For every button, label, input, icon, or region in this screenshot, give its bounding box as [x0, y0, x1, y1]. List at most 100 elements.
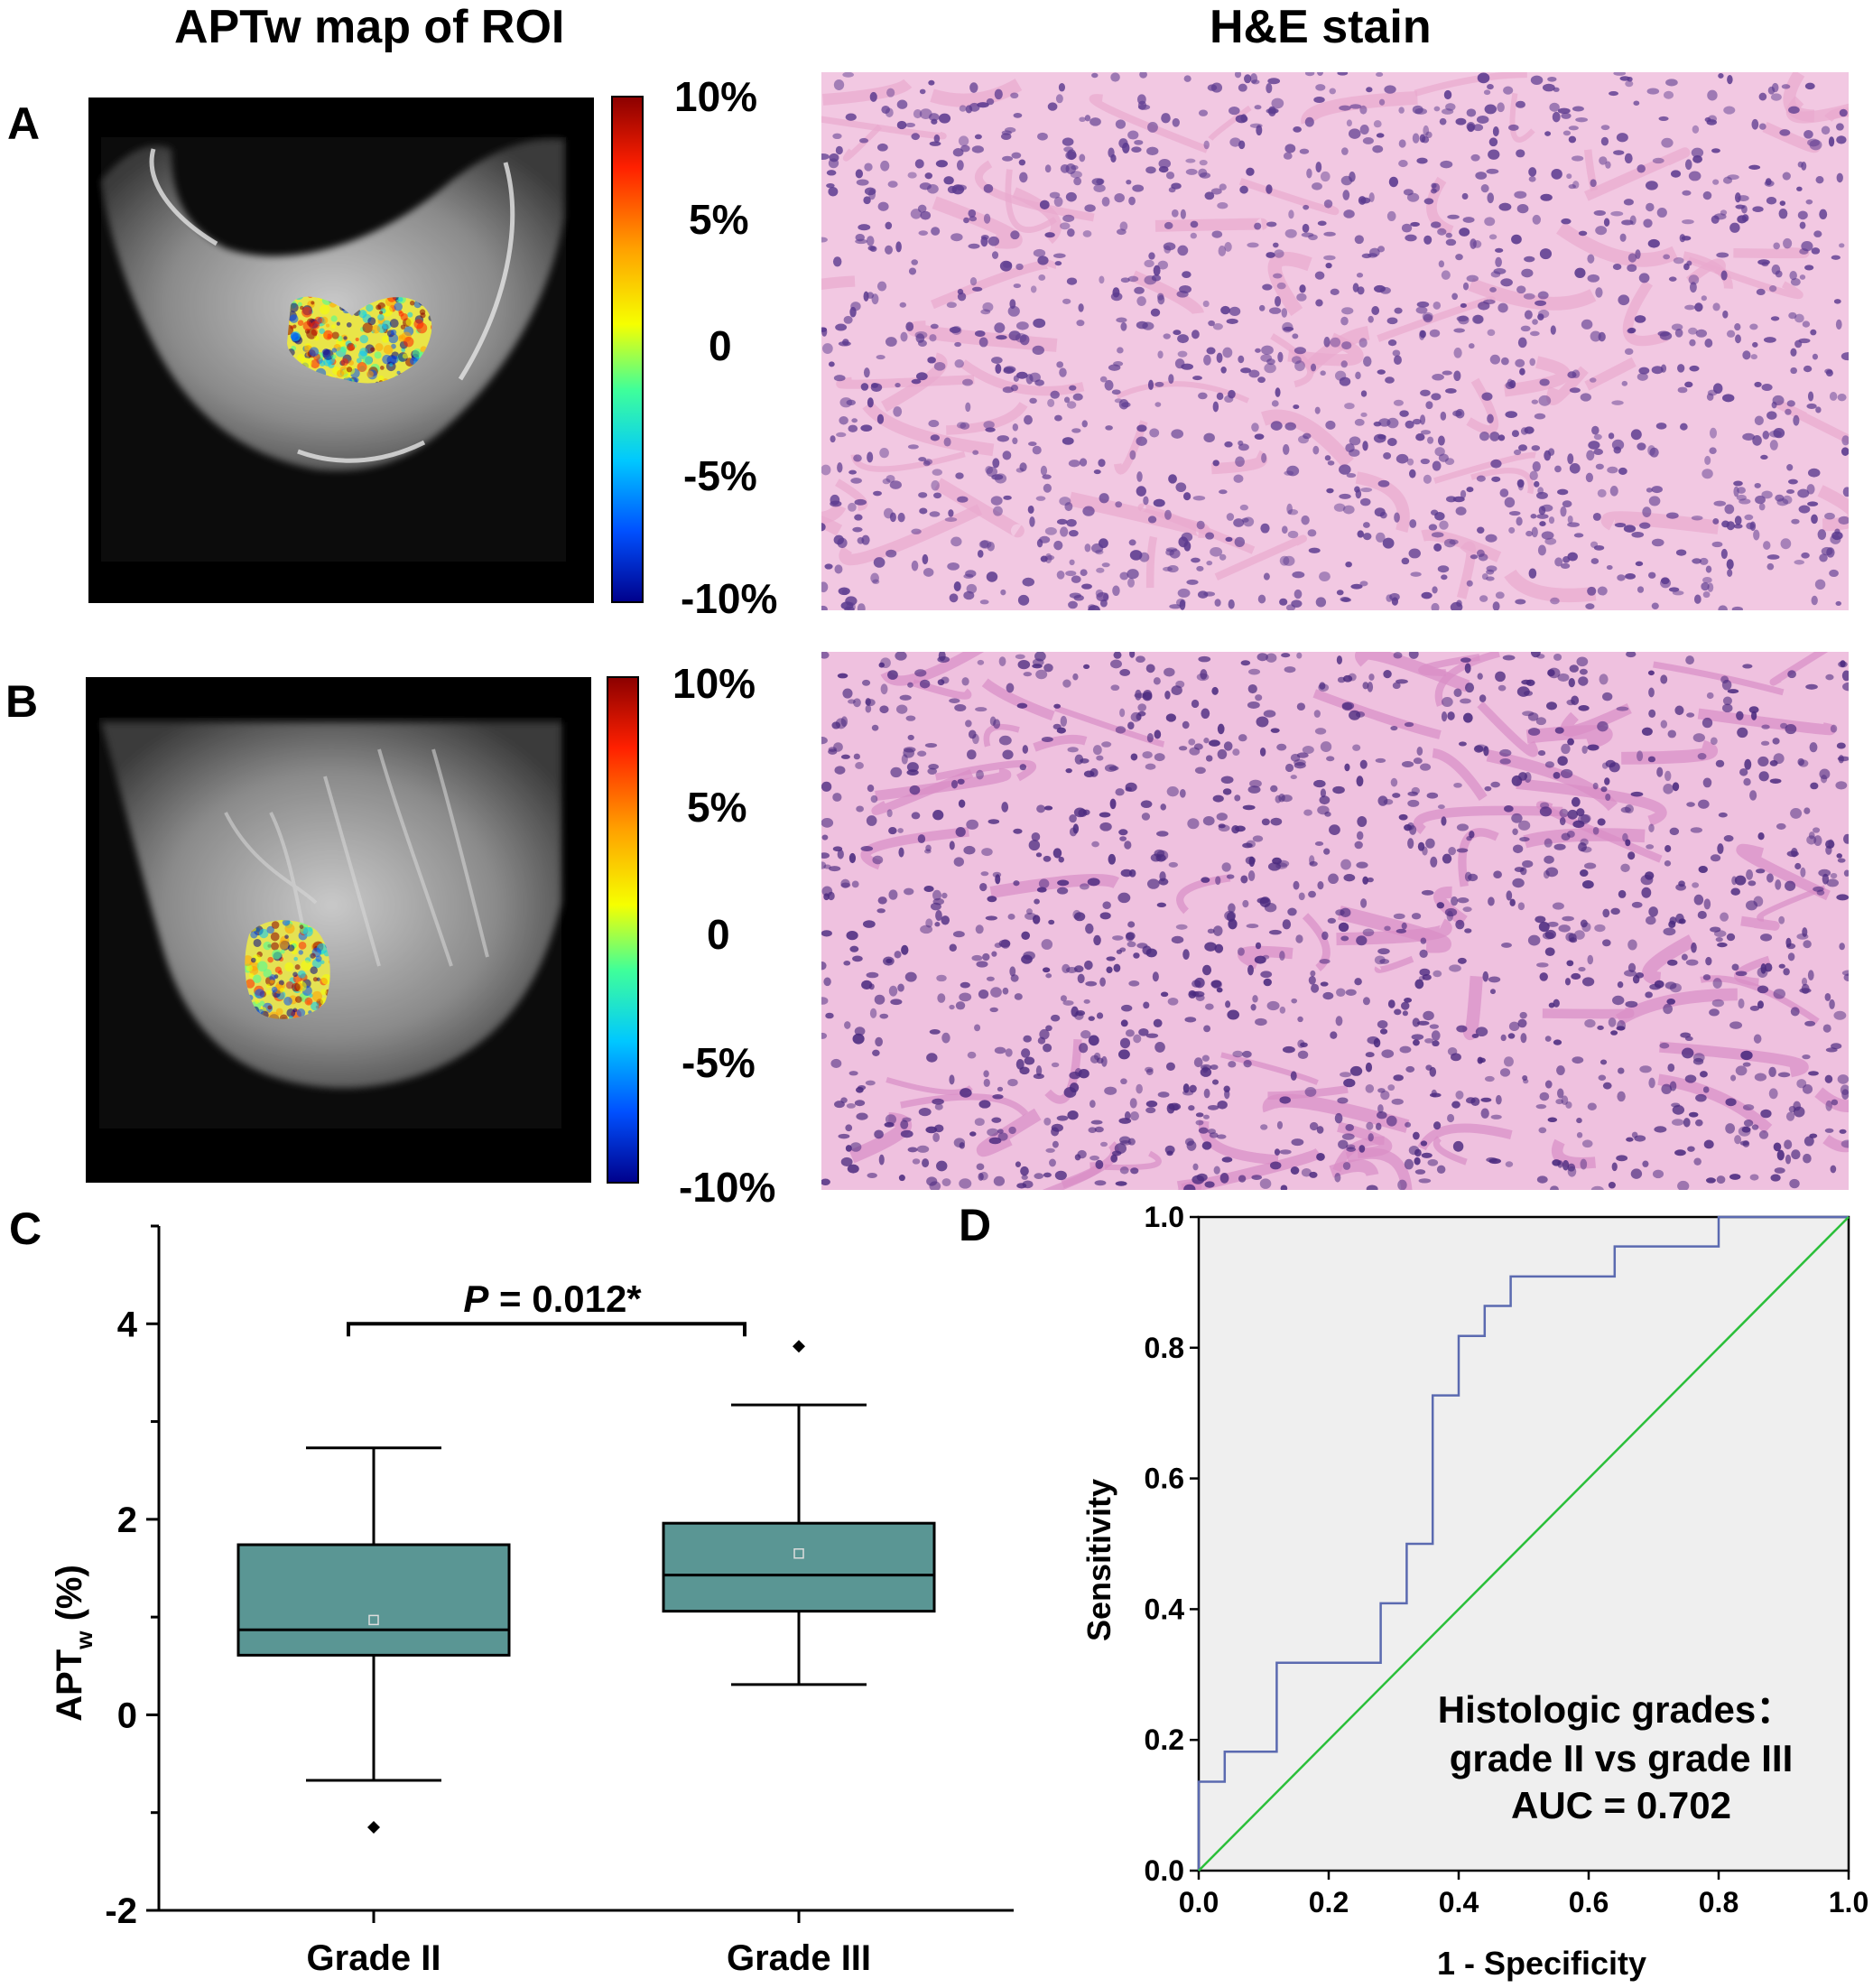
- he-nucleus: [1572, 155, 1584, 162]
- he-nucleus: [858, 224, 871, 231]
- he-nucleus: [1553, 772, 1561, 779]
- he-nucleus: [1055, 94, 1063, 104]
- he-nucleus: [1718, 605, 1728, 610]
- he-nucleus: [1226, 874, 1235, 879]
- he-nucleus: [1217, 748, 1228, 759]
- he-stroma-fiber: [1504, 569, 1597, 603]
- he-nucleus: [1619, 233, 1627, 242]
- he-nucleus: [1251, 423, 1259, 432]
- he-nucleus: [1752, 206, 1764, 213]
- he-nucleus: [1660, 720, 1668, 729]
- he-nucleus: [1263, 710, 1276, 718]
- he-nucleus: [1483, 746, 1489, 757]
- he-nucleus: [856, 1086, 864, 1093]
- he-nucleus: [1119, 1136, 1131, 1144]
- he-nucleus: [1583, 862, 1597, 869]
- he-nucleus: [1401, 1001, 1410, 1010]
- he-nucleus: [896, 120, 907, 130]
- he-nucleus: [1129, 1111, 1139, 1121]
- he-nucleus: [1720, 912, 1729, 922]
- he-nucleus: [976, 961, 988, 968]
- he-nucleus: [1115, 501, 1123, 508]
- he-nucleus: [1831, 1099, 1839, 1106]
- he-nucleus: [1007, 305, 1020, 317]
- he-nucleus: [1250, 73, 1258, 84]
- he-nucleus: [1684, 1074, 1697, 1083]
- he-nucleus: [849, 945, 859, 952]
- he-nucleus: [1497, 684, 1507, 692]
- he-nucleus: [1413, 757, 1423, 765]
- he-nucleus: [949, 841, 955, 850]
- he-nucleus: [1423, 125, 1430, 136]
- he-nucleus: [1383, 451, 1392, 460]
- he-nucleus: [1205, 1003, 1214, 1010]
- he-nucleus: [1309, 860, 1318, 867]
- he-nucleus: [1101, 562, 1110, 568]
- he-nucleus: [1519, 367, 1525, 376]
- he-nucleus: [1528, 568, 1537, 579]
- he-nucleus: [1554, 557, 1563, 567]
- he-nucleus: [865, 1080, 876, 1086]
- roi-speckle: [311, 990, 322, 1002]
- roi-speckle: [390, 355, 399, 364]
- he-nucleus: [1813, 835, 1822, 847]
- he-nucleus: [1394, 355, 1402, 365]
- he-nucleus: [1528, 167, 1537, 177]
- he-nucleus: [1787, 952, 1795, 961]
- he-nucleus: [1299, 284, 1306, 293]
- he-nucleus: [863, 291, 869, 302]
- he-nucleus: [1472, 124, 1484, 132]
- he-nucleus: [889, 480, 902, 489]
- he-nucleus: [1171, 685, 1182, 695]
- he-nucleus: [922, 1158, 930, 1168]
- he-nucleus: [1726, 330, 1736, 338]
- he-nucleus: [1760, 934, 1773, 942]
- he-nucleus: [1609, 90, 1619, 97]
- he-nucleus: [1498, 202, 1512, 211]
- he-nucleus: [1620, 806, 1631, 813]
- he-nucleus: [1160, 804, 1166, 811]
- he-nucleus: [1377, 948, 1390, 955]
- he-nucleus: [915, 372, 928, 381]
- he-nucleus: [1240, 660, 1251, 666]
- he-nucleus: [1407, 799, 1420, 807]
- he-nucleus: [1764, 180, 1775, 187]
- he-stroma-fiber: [1068, 491, 1210, 538]
- he-nucleus: [1393, 1074, 1404, 1082]
- he-nucleus: [1679, 234, 1686, 243]
- he-nucleus: [919, 108, 932, 119]
- he-nucleus: [1168, 374, 1174, 385]
- he-nucleus: [1293, 589, 1303, 599]
- he-nucleus: [1232, 1050, 1244, 1058]
- he-nucleus: [1660, 578, 1672, 589]
- he-nucleus: [1069, 592, 1081, 599]
- he-nucleus: [1416, 1020, 1430, 1026]
- he-nucleus: [1821, 774, 1828, 784]
- he-nucleus: [1000, 589, 1006, 596]
- he-nucleus: [1627, 328, 1635, 334]
- he-nucleus: [1599, 1059, 1608, 1065]
- he-nucleus: [1281, 525, 1288, 534]
- he-nucleus: [1293, 880, 1300, 890]
- he-stroma-fiber: [881, 352, 948, 413]
- roc-x-tick-label: 0.2: [1309, 1886, 1349, 1918]
- roi-speckle: [323, 330, 333, 340]
- he-nucleus: [1632, 974, 1640, 984]
- he-nucleus: [1009, 966, 1016, 977]
- he-nucleus: [1663, 927, 1676, 936]
- he-nucleus: [1115, 726, 1127, 734]
- he-nucleus: [1664, 844, 1672, 852]
- he-stroma-fiber: [1551, 1138, 1597, 1169]
- he-nucleus: [1802, 1054, 1811, 1060]
- roi-speckle: [400, 312, 408, 321]
- he-nucleus: [1627, 264, 1637, 273]
- he-stroma-fiber: [836, 375, 975, 389]
- he-nucleus: [1398, 107, 1405, 114]
- he-nucleus: [908, 267, 917, 275]
- he-nucleus: [1296, 702, 1306, 711]
- he-nucleus: [1763, 337, 1776, 343]
- he-nucleus: [1357, 530, 1365, 538]
- he-stroma-fiber: [1466, 377, 1499, 434]
- he-nucleus: [1522, 1074, 1528, 1082]
- he-nucleus: [1110, 1154, 1118, 1163]
